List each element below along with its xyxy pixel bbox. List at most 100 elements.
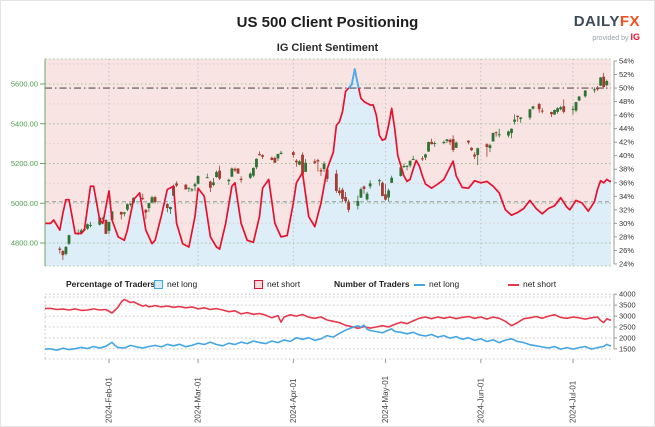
legend-count-net-short: net short xyxy=(523,279,557,289)
candle-body xyxy=(251,167,255,176)
candle-body xyxy=(516,115,520,117)
candle-body xyxy=(347,202,351,210)
candle-body xyxy=(485,144,489,148)
date-tick-label: 2024-Jul-01 xyxy=(568,380,577,423)
candle-body xyxy=(104,219,108,234)
net-long-count-line xyxy=(45,324,611,352)
candle-body xyxy=(494,132,498,134)
candle-body xyxy=(476,148,480,155)
candle-body xyxy=(497,134,501,136)
logo-daily: DAILY xyxy=(573,13,620,30)
candle-body xyxy=(184,184,188,190)
candle-body xyxy=(470,147,473,151)
candle-body xyxy=(365,193,369,200)
candle-body xyxy=(488,145,492,148)
candle-body xyxy=(61,250,65,256)
pct-tick-label: 46% xyxy=(619,111,634,120)
pct-tick-label: 40% xyxy=(619,151,634,160)
date-tick-label: 2024-Feb-01 xyxy=(104,377,113,423)
candle-body xyxy=(126,204,129,210)
candle-body xyxy=(295,160,298,163)
date-tick-label: 2024-Mar-01 xyxy=(194,377,203,423)
candle-body xyxy=(304,162,308,172)
legend-pct-net-short: net short xyxy=(267,279,301,289)
pct-tick-label: 32% xyxy=(619,205,634,214)
candle-body xyxy=(433,143,437,145)
candle-body xyxy=(107,221,111,231)
logo-ig: IG xyxy=(630,32,640,42)
date-tick-label: 2024-Apr-01 xyxy=(289,378,298,423)
date-tick-label: 2024-Jun-01 xyxy=(476,378,485,423)
candle-body xyxy=(279,152,283,154)
price-tick-label: 5200.00 xyxy=(11,159,38,168)
candle-body xyxy=(384,194,387,200)
net-short-count-line xyxy=(45,298,611,330)
candle-body xyxy=(445,139,449,142)
candle-body xyxy=(411,158,415,160)
date-tick-label: 2024-May-01 xyxy=(381,375,390,423)
candle-body xyxy=(491,132,495,142)
candle-body xyxy=(101,218,105,220)
candle-body xyxy=(574,102,578,111)
net-long-swatch-icon xyxy=(154,280,163,289)
candle-body xyxy=(273,157,277,163)
candle-body xyxy=(169,207,172,210)
candle-body xyxy=(605,81,609,86)
candle-body xyxy=(190,189,194,191)
pct-tick-label: 42% xyxy=(619,138,634,147)
candle-body xyxy=(255,158,258,168)
candle-body xyxy=(150,197,154,203)
pct-tick-label: 48% xyxy=(619,97,634,106)
candle-body xyxy=(559,107,563,110)
candle-body xyxy=(408,160,412,166)
count-long-dash-icon xyxy=(414,284,425,286)
count-tick-label: 1500 xyxy=(619,344,636,353)
candle-body xyxy=(227,179,231,182)
candle-body xyxy=(239,178,243,180)
pct-tick-label: 44% xyxy=(619,124,634,133)
candle-body xyxy=(362,186,366,189)
candle-body xyxy=(316,160,320,162)
candle-body xyxy=(165,204,169,209)
pct-tick-label: 26% xyxy=(619,246,634,255)
candle-body xyxy=(86,224,89,229)
candle-body xyxy=(218,170,221,179)
pct-tick-label: 24% xyxy=(619,259,634,268)
candle-body xyxy=(553,110,556,115)
candle-body xyxy=(424,154,427,158)
candle-body xyxy=(550,112,553,115)
candle-body xyxy=(215,172,218,178)
candle-body xyxy=(387,190,390,198)
legend-count-header: Number of Traders xyxy=(334,279,410,289)
chart-subtitle: IG Client Sentiment xyxy=(276,42,379,54)
candle-body xyxy=(325,169,329,179)
logo-fx: FX xyxy=(619,13,640,30)
candle-body xyxy=(596,88,599,90)
candle-body xyxy=(562,106,566,112)
candle-body xyxy=(467,140,470,143)
candle-body xyxy=(442,142,446,144)
logo-provided-by: provided by xyxy=(592,35,629,42)
candle-body xyxy=(338,190,341,194)
candle-body xyxy=(208,181,212,188)
candle-body xyxy=(322,163,326,170)
candle-body xyxy=(319,170,323,172)
candle-body xyxy=(381,182,384,197)
pct-tick-label: 54% xyxy=(619,57,634,66)
candle-body xyxy=(356,201,360,206)
candle-body xyxy=(144,209,148,213)
traders-plot-bg xyxy=(45,297,611,359)
legend-pct-header: Percentage of Traders xyxy=(66,279,156,289)
pct-tick-label: 36% xyxy=(619,178,634,187)
candle-body xyxy=(344,197,347,202)
page-title: US 500 Client Positioning xyxy=(236,14,419,31)
candle-body xyxy=(599,77,603,86)
candle-body xyxy=(405,165,409,167)
candle-body xyxy=(193,184,197,187)
candle-body xyxy=(368,183,372,187)
candle-body xyxy=(571,108,575,110)
count-tick-label: 4000 xyxy=(619,290,636,299)
candle-body xyxy=(602,76,606,87)
candle-body xyxy=(313,161,317,164)
